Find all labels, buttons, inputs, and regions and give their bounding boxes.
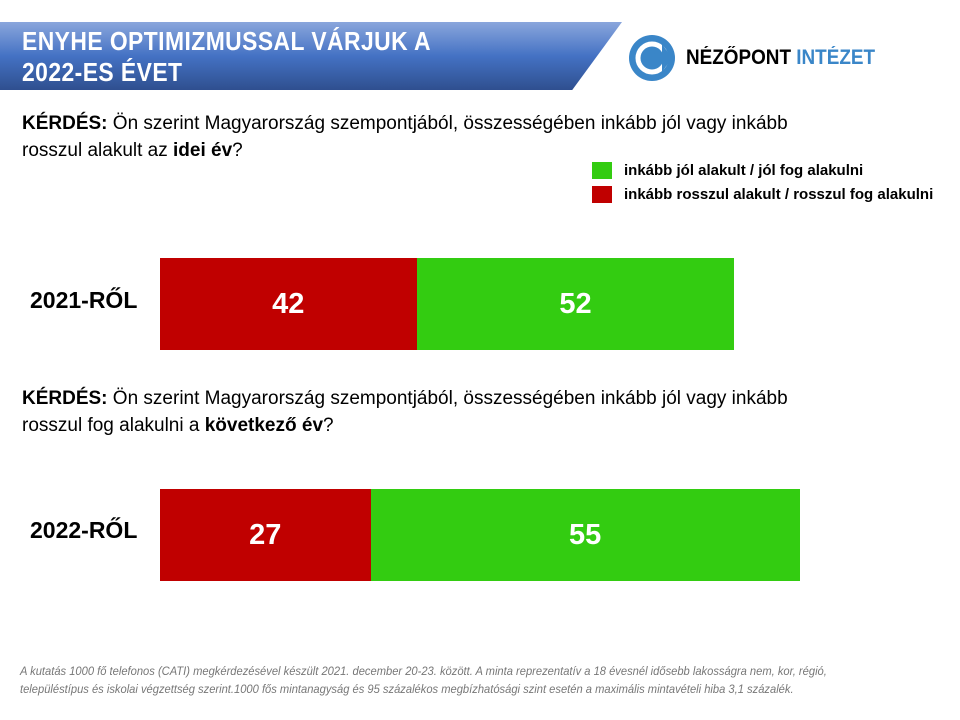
question-label: KÉRDÉS: — [22, 113, 108, 134]
title-banner — [0, 22, 622, 90]
legend-item-negative: inkább rosszul alakult / rosszul fog ala… — [592, 184, 944, 206]
question-text: Ön szerint Magyarország szempontjából, ö… — [22, 388, 788, 436]
title-line-2: 2022-ES ÉVET — [22, 57, 183, 87]
question-end: ? — [323, 415, 334, 436]
question-end: ? — [232, 140, 243, 161]
legend-item-positive: inkább jól alakult / jól fog alakulni — [592, 160, 944, 182]
bar-negative-2022: 27 — [160, 489, 371, 581]
question-1: KÉRDÉS: Ön szerint Magyarország szempont… — [22, 110, 842, 164]
question-label: KÉRDÉS: — [22, 388, 108, 409]
legend: inkább jól alakult / jól fog alakulni in… — [592, 160, 944, 208]
category-label: 2022-RŐL — [30, 517, 138, 543]
legend-label: inkább jól alakult / jól fog alakulni — [624, 162, 864, 179]
logo-text: NÉZŐPONT INTÉZET — [686, 46, 875, 70]
legend-label: inkább rosszul alakult / rosszul fog ala… — [624, 186, 934, 203]
question-bold: idei év — [173, 140, 233, 161]
bar-positive-2022: 55 — [370, 489, 800, 581]
question-text: Ön szerint Magyarország szempontjából, ö… — [22, 113, 788, 161]
data-label: 52 — [559, 287, 592, 320]
data-label: 42 — [272, 287, 305, 320]
question-bold: következő év — [204, 415, 324, 436]
bar-positive-2021: 52 — [416, 258, 735, 350]
title-line-1: ENYHE OPTIMIZMUSSAL VÁRJUK A — [22, 26, 431, 56]
data-label: 27 — [249, 518, 282, 551]
slide-title: ENYHE OPTIMIZMUSSAL VÁRJUK A 2022-ES ÉVE… — [22, 26, 431, 88]
logo-part1: NÉZŐPONT — [686, 46, 792, 69]
legend-swatch — [592, 162, 612, 179]
logo-eye-icon — [629, 35, 675, 81]
category-label: 2021-RŐL — [30, 287, 138, 313]
question-2: KÉRDÉS: Ön szerint Magyarország szempont… — [22, 385, 842, 439]
legend-swatch — [592, 186, 612, 203]
logo: NÉZŐPONT INTÉZET — [628, 34, 896, 82]
footnote: A kutatás 1000 fő telefonos (CATI) megké… — [20, 664, 827, 696]
bar-negative-2021: 42 — [160, 258, 417, 350]
logo-part2: INTÉZET — [796, 46, 876, 69]
data-label: 55 — [568, 518, 602, 551]
